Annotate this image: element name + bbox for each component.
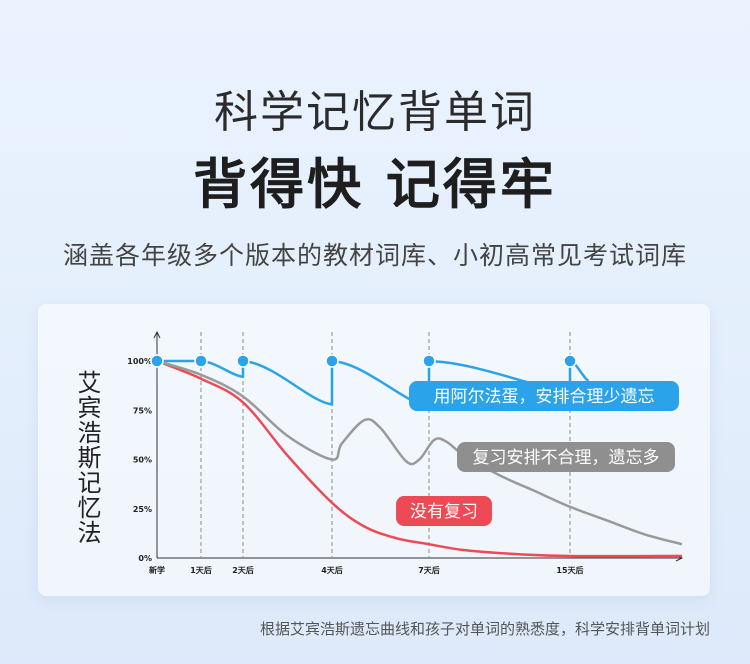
- review-point: [150, 354, 164, 368]
- x-tick-label: 新学: [149, 565, 165, 575]
- y-tick-label: 0%: [138, 554, 152, 563]
- y-axis-label: 艾宾浩斯记忆法: [73, 370, 101, 545]
- subtitle: 涵盖各年级多个版本的教材词库、小初高常见考试词库: [62, 241, 687, 270]
- y-axis-arrow: [153, 330, 161, 339]
- y-tick-label: 100%: [127, 357, 152, 366]
- callout-no-review: 没有复习: [410, 502, 478, 522]
- callout-alpha-egg: 用阿尔法蛋，安排合理少遗忘: [434, 387, 655, 407]
- callout-no-review-bg: [396, 496, 492, 526]
- x-tick-label: 15天后: [556, 565, 583, 575]
- callout-poor-review-bg: [457, 442, 675, 472]
- y-tick-label: 50%: [133, 456, 152, 465]
- title-slogan: 背得快 记得牢: [193, 153, 557, 216]
- footer-note: 根据艾宾浩斯遗忘曲线和孩子对单词的熟悉度，科学安排背单词计划: [259, 620, 710, 638]
- x-tick-label: 4天后: [321, 565, 343, 575]
- series-line-no-review: [156, 359, 683, 558]
- y-tick-label: 75%: [133, 406, 152, 415]
- review-point: [194, 354, 208, 368]
- review-point: [325, 354, 339, 368]
- review-point: [563, 354, 577, 368]
- review-point: [236, 354, 250, 368]
- callout-alpha-egg-bg: [409, 381, 679, 411]
- title-main: 科学记忆背单词: [214, 87, 536, 138]
- review-point: [422, 354, 436, 368]
- x-tick-label: 7天后: [418, 565, 440, 575]
- x-tick-label: 1天后: [190, 565, 212, 575]
- x-tick-label: 2天后: [232, 565, 254, 575]
- series-line-poor-review: [156, 359, 683, 546]
- callout-poor-review: 复习安排不合理，遗忘多: [473, 448, 660, 468]
- y-tick-label: 25%: [133, 505, 152, 514]
